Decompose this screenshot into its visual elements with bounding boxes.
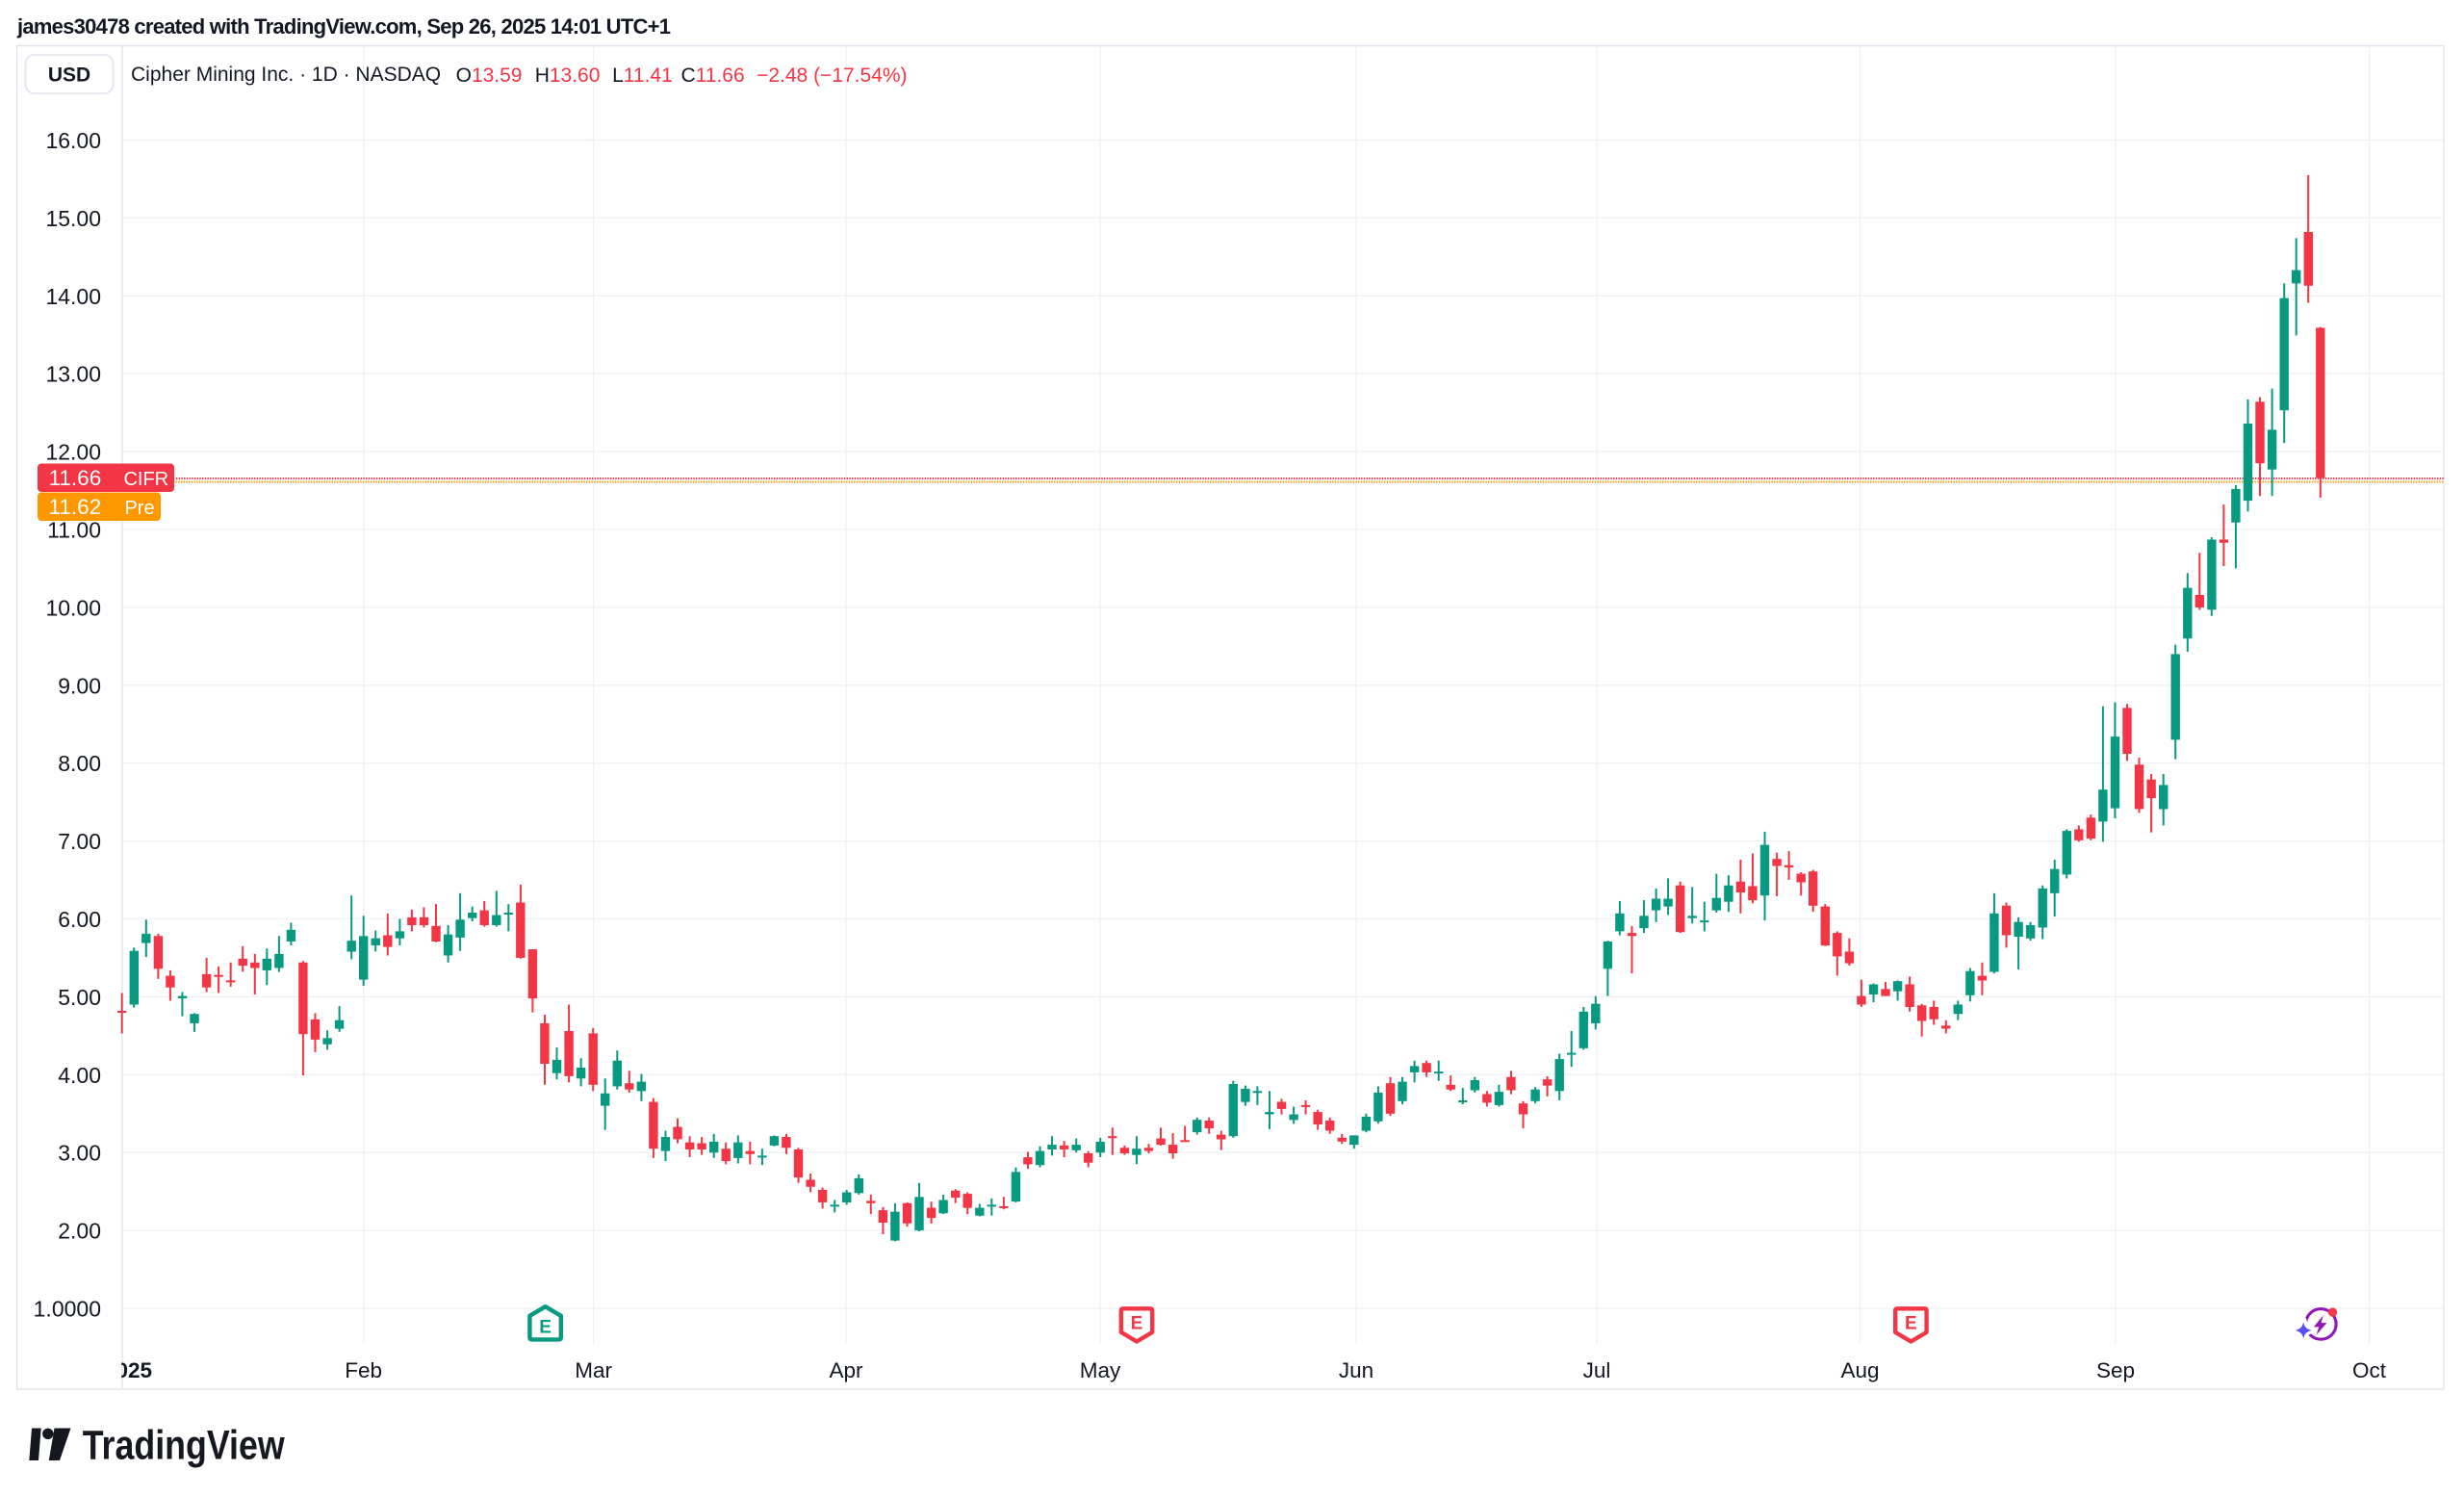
svg-text:May: May [1080,1358,1121,1382]
svg-text:10.00: 10.00 [45,595,101,620]
svg-text:11.00: 11.00 [47,518,101,543]
svg-text:7.00: 7.00 [58,829,101,854]
svg-text:L11.41: L11.41 [612,65,673,87]
svg-text:Jul: Jul [1583,1358,1611,1382]
svg-text:Pre: Pre [124,498,154,519]
svg-text:E: E [1905,1314,1917,1334]
svg-text:5.00: 5.00 [58,985,101,1010]
svg-text:Jun: Jun [1339,1358,1373,1382]
svg-text:USD: USD [48,65,90,87]
svg-text:H13.60: H13.60 [535,65,601,87]
svg-text:Apr: Apr [829,1358,863,1382]
svg-text:11.62: 11.62 [49,495,102,519]
svg-text:Feb: Feb [345,1358,382,1382]
svg-text:1.0000: 1.0000 [34,1297,101,1322]
svg-text:6.00: 6.00 [58,907,101,932]
svg-text:3.00: 3.00 [58,1141,101,1166]
svg-text:13.00: 13.00 [45,362,101,387]
svg-text:Oct: Oct [2352,1358,2387,1382]
svg-text:2.00: 2.00 [58,1219,101,1244]
svg-text:16.00: 16.00 [45,128,101,153]
svg-text:14.00: 14.00 [45,284,101,309]
svg-text:Mar: Mar [575,1358,612,1382]
svg-text:8.00: 8.00 [58,751,101,776]
svg-text:−2.48 (−17.54%): −2.48 (−17.54%) [757,65,907,87]
svg-text:9.00: 9.00 [58,673,101,698]
svg-text:15.00: 15.00 [45,206,101,231]
svg-text:james30478 created with Tradin: james30478 created with TradingView.com,… [16,14,671,39]
svg-text:Aug: Aug [1840,1358,1879,1382]
svg-text:12.00: 12.00 [45,440,101,465]
svg-text:CIFR: CIFR [123,469,168,490]
svg-text:C11.66: C11.66 [681,65,745,87]
svg-text:4.00: 4.00 [58,1063,101,1088]
svg-text:O13.59: O13.59 [456,65,523,87]
svg-text:E: E [1131,1314,1143,1334]
svg-text:Cipher Mining Inc. · 1D · NASD: Cipher Mining Inc. · 1D · NASDAQ [131,64,441,86]
svg-text:Sep: Sep [2096,1358,2135,1382]
svg-text:E: E [539,1318,552,1338]
svg-text:11.66: 11.66 [49,466,102,490]
svg-text:TradingView: TradingView [83,1423,285,1469]
